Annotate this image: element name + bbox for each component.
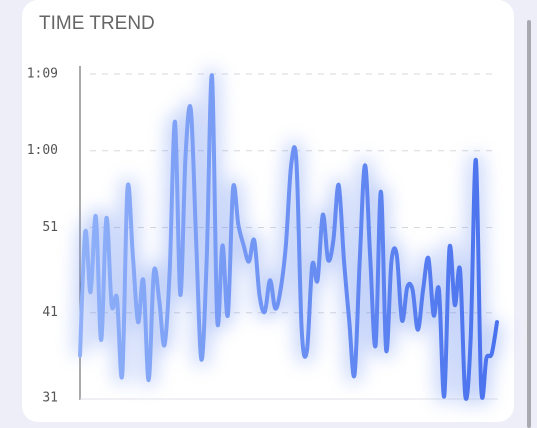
line: [78, 73, 499, 401]
scrollbar[interactable]: [527, 20, 531, 428]
y-tick-label: 41: [42, 305, 58, 320]
y-tick-label: 51: [42, 220, 58, 235]
y-tick-label: 31: [42, 391, 58, 406]
chart-title: TIME TREND: [39, 13, 155, 34]
y-tick-label: 1:09: [27, 67, 58, 82]
y-tick-label: 1:00: [27, 143, 58, 158]
